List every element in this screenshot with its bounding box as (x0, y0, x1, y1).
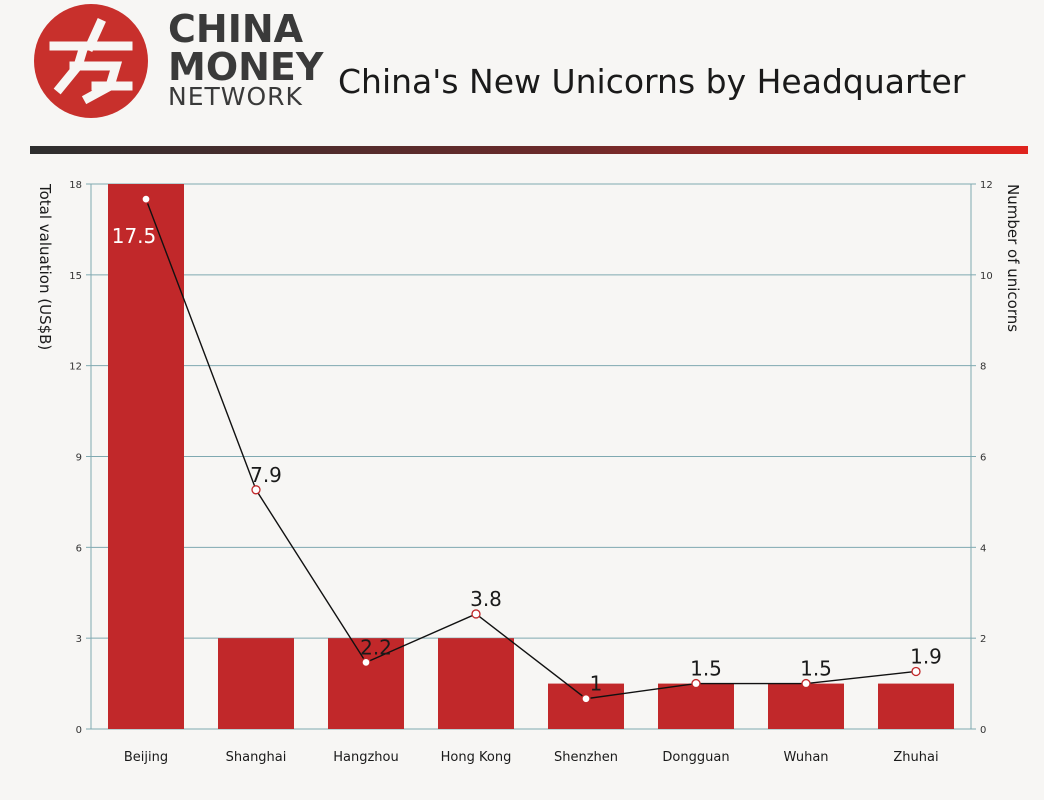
right-tick-label: 4 (980, 543, 986, 554)
bars (108, 184, 954, 729)
brand-line-1: CHINA (168, 7, 304, 51)
header-divider (30, 146, 1028, 154)
category-label: Shenzhen (554, 750, 618, 765)
left-tick-label: 6 (76, 543, 82, 554)
right-axis-title: Number of unicorns (1004, 184, 1022, 333)
bar-shanghai (218, 638, 294, 729)
bar-beijing (108, 184, 184, 729)
china-money-network-logo (34, 4, 148, 118)
category-label: Shanghai (226, 750, 287, 765)
data-label: 1.9 (910, 644, 942, 668)
left-axis-title: Total valuation (US$B) (36, 184, 54, 351)
valuation-line (141, 194, 921, 704)
line-point (691, 678, 701, 689)
category-label: Beijing (124, 750, 168, 765)
right-tick-label: 2 (980, 634, 986, 645)
data-label: 1.5 (800, 657, 832, 681)
line-point (581, 694, 591, 704)
axes: 0 3 6 9 12 15 18 0 2 4 6 8 10 12 Beijing Shanghai Hangzh… (69, 180, 992, 765)
category-label: Dongguan (662, 750, 729, 765)
data-label: 3.8 (470, 587, 502, 611)
brand-line-2: MONEY (168, 45, 324, 89)
line-point (251, 485, 261, 495)
bar-zhuhai (878, 683, 954, 729)
left-tick-label: 3 (76, 634, 82, 645)
data-label: 2.2 (360, 635, 392, 659)
data-labels: 17.5 7.9 2.2 3.8 1 1.5 1.5 1.9 (112, 224, 942, 696)
line-point (801, 678, 811, 689)
left-tick-label: 0 (76, 725, 82, 736)
right-tick-label: 8 (980, 362, 986, 373)
bar-hong-kong (438, 638, 514, 729)
category-label: Hong Kong (441, 750, 512, 765)
chart-title: China's New Unicorns by Headquarter (338, 62, 966, 101)
brand-line-3: NETWORK (168, 82, 303, 111)
category-label: Wuhan (783, 750, 828, 765)
data-label: 7.9 (250, 463, 282, 487)
right-tick-label: 6 (980, 453, 986, 464)
valuation-line-path (145, 198, 917, 700)
left-tick-label: 18 (69, 180, 82, 191)
line-point (361, 657, 371, 668)
header: CHINA MONEY NETWORK China's New Unicorns… (0, 0, 1044, 154)
right-tick-label: 0 (980, 725, 986, 736)
category-label: Hangzhou (333, 750, 399, 765)
line-point (141, 194, 151, 204)
category-label: Zhuhai (893, 750, 938, 765)
line-point (911, 666, 921, 677)
right-tick-label: 10 (980, 271, 993, 282)
data-label: 1.5 (690, 657, 722, 681)
left-tick-label: 9 (76, 453, 82, 464)
bar-dongguan (658, 683, 734, 729)
left-tick-label: 12 (69, 362, 82, 373)
data-label: 17.5 (112, 224, 157, 248)
bar-shenzhen (548, 683, 624, 729)
data-label: 1 (590, 672, 603, 696)
bar-hangzhou (328, 638, 404, 729)
bar-wuhan (768, 683, 844, 729)
left-tick-label: 15 (69, 271, 82, 282)
right-tick-label: 12 (980, 180, 993, 191)
line-point (471, 609, 481, 619)
